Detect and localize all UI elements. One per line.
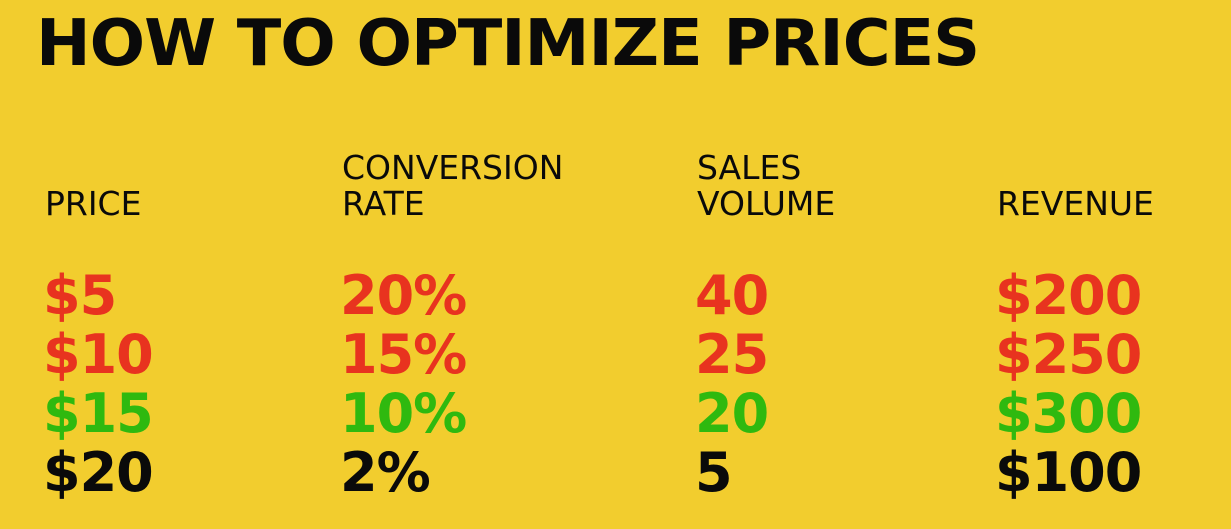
- page-title: HOW TO OPTIMIZE PRICES: [36, 7, 980, 81]
- table-cell: $250: [995, 323, 1142, 386]
- table-cell: $200: [995, 264, 1142, 327]
- header-line: RATE: [342, 184, 425, 223]
- table-cell: 20: [695, 382, 769, 445]
- table-cell: $100: [995, 441, 1142, 504]
- header-line: SALES: [697, 148, 802, 187]
- column-header: REVENUE: [997, 146, 1154, 222]
- header-line: PRICE: [45, 184, 142, 223]
- column-values: 40 25 20 5: [695, 264, 769, 504]
- table-cell: 2%: [340, 441, 431, 504]
- table-cell: $300: [995, 382, 1142, 445]
- table-cell: 15%: [340, 323, 467, 386]
- table-cell: 25: [695, 323, 769, 386]
- table-cell: 40: [695, 264, 769, 327]
- table-cell: 5: [695, 441, 733, 504]
- header-line: VOLUME: [697, 184, 836, 223]
- table-cell: $5: [43, 264, 117, 327]
- column-values: $200 $250 $300 $100: [995, 264, 1142, 504]
- column-header: SALES VOLUME: [697, 146, 835, 222]
- header-line: REVENUE: [997, 184, 1154, 223]
- column-header: PRICE: [45, 146, 141, 222]
- column-header: CONVERSION RATE: [342, 146, 563, 222]
- table-cell: 10%: [340, 382, 467, 445]
- table-cell: $20: [43, 441, 154, 504]
- table-cell: 20%: [340, 264, 467, 327]
- table-cell: $10: [43, 323, 154, 386]
- column-values: 20% 15% 10% 2%: [340, 264, 467, 504]
- table-cell: $15: [43, 382, 154, 445]
- header-line: CONVERSION: [342, 148, 564, 187]
- column-values: $5 $10 $15 $20: [43, 264, 154, 504]
